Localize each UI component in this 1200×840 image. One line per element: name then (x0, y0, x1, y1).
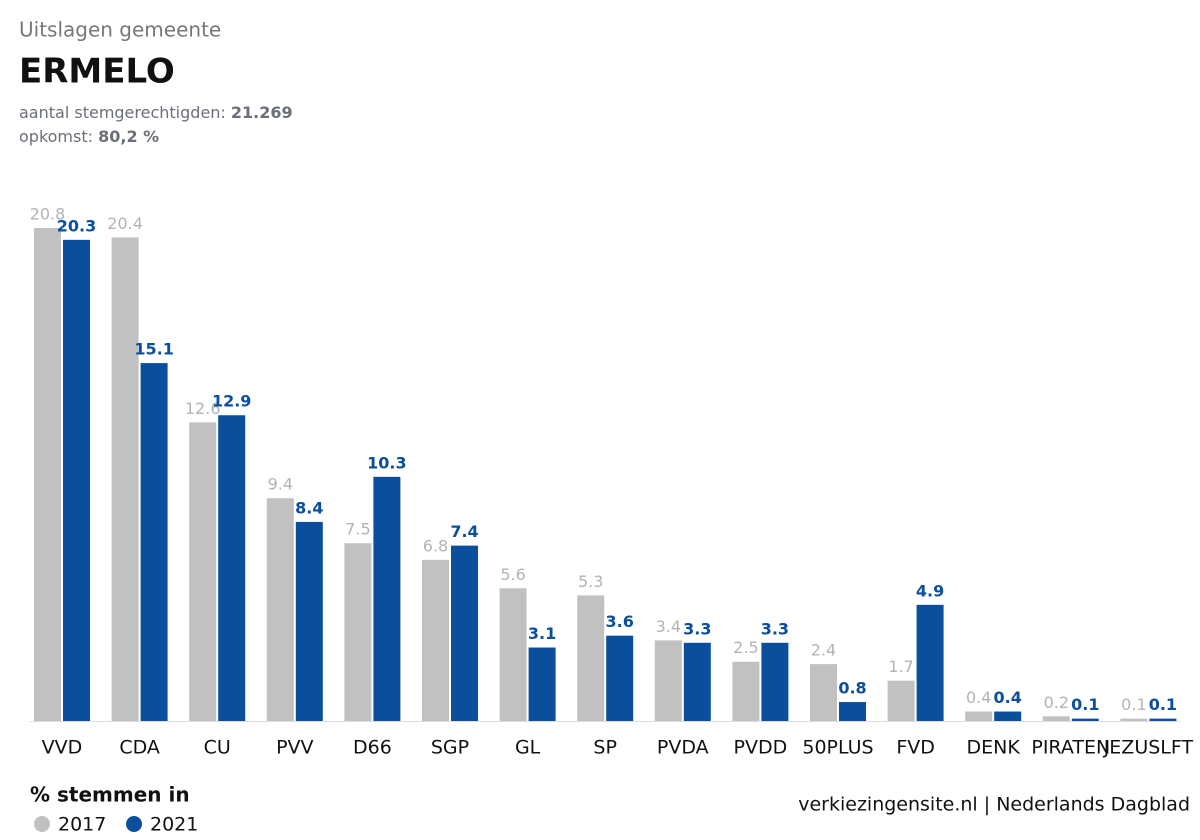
value-label: 2.4 (811, 641, 836, 660)
info-label: opkomst: (19, 127, 93, 146)
value-label: 3.1 (528, 624, 556, 643)
chart-subtitle: Uitslagen gemeente (19, 18, 221, 42)
bar (266, 498, 294, 721)
value-label: 0.4 (994, 688, 1022, 707)
info-value: 80,2 % (98, 127, 159, 146)
value-label: 20.4 (107, 214, 143, 233)
value-label: 0.2 (1044, 693, 1069, 712)
x-tick-label: VVD (42, 737, 83, 759)
x-tick-label: DENK (967, 737, 1021, 759)
bar (373, 476, 401, 721)
x-tick-label: PVV (276, 737, 313, 759)
value-label: 6.8 (423, 536, 448, 555)
bar (1042, 716, 1070, 721)
x-tick-label: GL (515, 737, 541, 759)
bar (422, 559, 449, 721)
value-label: 3.4 (656, 617, 681, 636)
value-label: 20.3 (57, 216, 96, 235)
x-tick-label: PVDD (734, 737, 788, 759)
x-tick-label: CDA (119, 737, 160, 759)
legend-label: 2021 (150, 814, 198, 836)
value-label: 3.3 (761, 619, 789, 638)
bar (916, 604, 944, 721)
x-tick-label: FVD (896, 737, 935, 759)
x-tick-label: PIRATEN (1031, 737, 1110, 759)
value-label: 10.3 (367, 453, 406, 472)
chart-title: ERMELO (19, 52, 175, 92)
value-label: 5.3 (578, 572, 603, 591)
bar (528, 647, 556, 721)
bar (839, 702, 866, 721)
x-tick-label: SP (593, 737, 617, 759)
value-label: 0.1 (1071, 695, 1099, 714)
bar (34, 228, 61, 721)
bar (654, 640, 682, 721)
bar (1071, 718, 1099, 721)
value-label: 5.6 (500, 565, 525, 584)
bar (965, 711, 993, 721)
value-label: 0.8 (838, 679, 866, 698)
value-label: 15.1 (134, 340, 173, 359)
value-label: 12.9 (212, 392, 251, 411)
bar (499, 588, 527, 721)
bar (218, 415, 246, 721)
value-label: 2.5 (733, 638, 758, 657)
bar (810, 664, 837, 721)
bar (577, 595, 605, 721)
value-label: 8.4 (295, 498, 323, 517)
x-tick-label: PVDA (657, 737, 709, 759)
bar (295, 521, 323, 721)
value-label: 1.7 (888, 657, 913, 676)
value-label: 3.3 (683, 619, 711, 638)
legend-marker (126, 816, 142, 832)
value-label: 0.4 (966, 688, 991, 707)
x-tick-label: D66 (353, 737, 392, 759)
info-line: opkomst: 80,2 % (19, 127, 159, 146)
bar (887, 680, 915, 721)
value-label: 0.1 (1121, 695, 1146, 714)
value-label: 7.5 (345, 520, 370, 539)
bar (606, 635, 634, 721)
bar (111, 237, 139, 721)
bar (140, 363, 168, 721)
bar (451, 545, 478, 721)
info-label: aantal stemgerechtigden: (19, 103, 226, 122)
legend-marker (34, 816, 50, 832)
value-label: 20.8 (30, 205, 66, 224)
info-line: aantal stemgerechtigden: 21.269 (19, 103, 293, 122)
info-value: 21.269 (231, 103, 293, 122)
bar (189, 422, 217, 721)
x-tick-label: JEZUSLFT (1103, 737, 1194, 759)
value-label: 7.4 (450, 522, 478, 541)
value-label: 9.4 (268, 475, 293, 494)
bar (994, 711, 1022, 721)
bar (761, 642, 789, 721)
bar (683, 642, 711, 721)
value-label: 4.9 (916, 581, 944, 600)
bar (1149, 718, 1177, 721)
bar (732, 661, 760, 721)
x-tick-label: SGP (431, 737, 469, 759)
bar (63, 239, 90, 722)
source: verkiezingensite.nl | Nederlands Dagblad (798, 794, 1190, 816)
value-label: 0.1 (1149, 695, 1177, 714)
value-label: 12.6 (185, 399, 221, 418)
bar (1120, 718, 1148, 721)
legend-label: 2017 (58, 814, 106, 836)
x-tick-label: CU (204, 737, 231, 759)
bar (344, 543, 372, 721)
x-tick-label: 50PLUS (802, 737, 873, 759)
legend-title: % stemmen in (30, 783, 190, 807)
value-label: 3.6 (606, 612, 634, 631)
